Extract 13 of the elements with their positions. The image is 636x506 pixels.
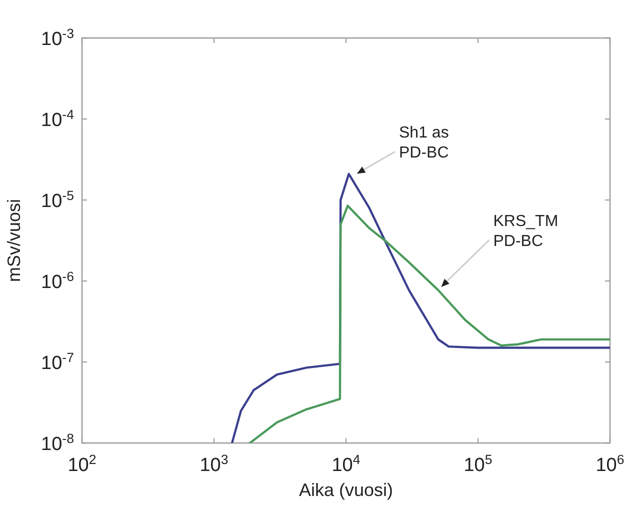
x-tick-label: 10$^{3}$ (200, 452, 228, 476)
y-tick-label: 10$^{-5}$ (41, 188, 74, 212)
y-axis-title: mSv/vuosi (4, 198, 24, 282)
annotation: KRS_TM PD-BC (493, 212, 558, 250)
annotation: Sh1 as PD-BC (399, 124, 449, 162)
x-axis-title: Aika (vuosi) (298, 480, 394, 500)
x-tick-label: 10$^{6}$ (596, 452, 624, 476)
y-tick-label: 10$^{-6}$ (41, 268, 74, 293)
y-tick-label: 10$^{-7}$ (41, 350, 74, 374)
x-tick-label: 10$^{4}$ (332, 452, 360, 476)
y-tick-label: 10$^{-3}$ (41, 26, 74, 50)
x-tick-label: 10$^{5}$ (464, 452, 492, 476)
y-tick-label: 10$^{-4}$ (41, 106, 74, 131)
